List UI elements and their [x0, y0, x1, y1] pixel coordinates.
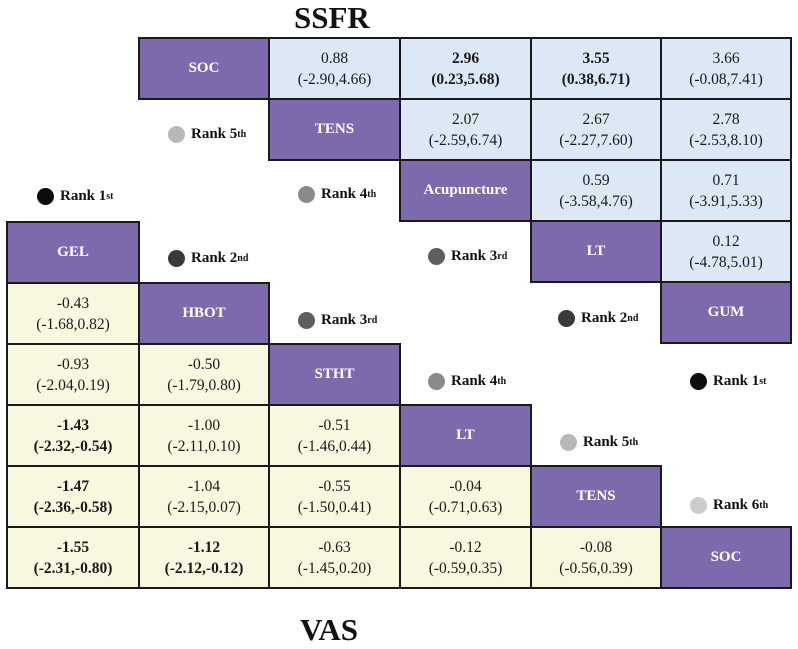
ssfr-cell-tens-acupuncture: 2.07 (-2.59,6.74): [399, 98, 532, 161]
vas-cell-tens-lt: -0.04 (-0.71,0.63): [399, 465, 532, 528]
vas-cell-tens-hbot: -1.04 (-2.15,0.07): [138, 465, 270, 528]
rank-dot-icon: [298, 312, 315, 329]
ssfr-cell-tens-lt: 2.67 (-2.27,7.60): [530, 98, 662, 161]
vas-cell-soc-tens: -0.08 (-0.56,0.39): [530, 526, 662, 589]
ssfr-cell-acupuncture-lt: 0.59 (-3.58,4.76): [530, 159, 662, 222]
ssfr-cell-lt-gum: 0.12 (-4.78,5.01): [660, 220, 792, 283]
vas-cell-stht-hbot: -0.50 (-1.79,0.80): [138, 343, 270, 406]
vas-diagonal-lt: LT: [399, 404, 532, 467]
vas-cell-soc-gel: -1.55 (-2.31,-0.80): [6, 526, 140, 589]
ssfr-diagonal-gum: GUM: [660, 281, 792, 344]
rank-dot-icon: [560, 434, 577, 451]
vas-cell-soc-hbot: -1.12 (-2.12,-0.12): [138, 526, 270, 589]
ssfr-cell-soc-gum: 3.66 (-0.08,7.41): [660, 37, 792, 100]
vas-cell-lt-gel: -1.43 (-2.32,-0.54): [6, 404, 140, 467]
vas-cell-lt-stht: -0.51 (-1.46,0.44): [268, 404, 401, 467]
rank-dot-icon: [428, 373, 445, 390]
vas-cell-tens-stht: -0.55 (-1.50,0.41): [268, 465, 401, 528]
ssfr-diagonal-tens: TENS: [268, 98, 401, 161]
ssfr-cell-soc-lt: 3.55 (0.38,6.71): [530, 37, 662, 100]
vas-diagonal-soc: SOC: [660, 526, 792, 589]
ssfr-cell-soc-acupuncture: 2.96 (0.23,5.68): [399, 37, 532, 100]
ssfr-cell-tens-gum: 2.78 (-2.53,8.10): [660, 98, 792, 161]
vas-diagonal-gel: GEL: [6, 221, 140, 284]
vas-cell-lt-hbot: -1.00 (-2.11,0.10): [138, 404, 270, 467]
rank-dot-icon: [558, 310, 575, 327]
ssfr-cell-acupuncture-gum: 0.71 (-3.91,5.33): [660, 159, 792, 222]
vas-diagonal-hbot: HBOT: [138, 282, 270, 345]
rank-dot-icon: [168, 126, 185, 143]
rank-dot-icon: [37, 188, 54, 205]
vas-diagonal-tens: TENS: [530, 465, 662, 528]
vas-cell-tens-gel: -1.47 (-2.36,-0.58): [6, 465, 140, 528]
vas-cell-hbot-gel: -0.43 (-1.68,0.82): [6, 282, 140, 345]
rank-dot-icon: [298, 186, 315, 203]
rank-dot-icon: [690, 497, 707, 514]
vas-title: VAS: [300, 612, 359, 647]
rank-dot-icon: [168, 250, 185, 267]
ssfr-diagonal-acupuncture: Acupuncture: [399, 159, 532, 222]
ssfr-diagonal-soc: SOC: [138, 37, 270, 100]
ssfr-cell-soc-tens: 0.88 (-2.90,4.66): [268, 37, 401, 100]
vas-diagonal-stht: STHT: [268, 343, 401, 406]
rank-dot-icon: [428, 248, 445, 265]
ssfr-diagonal-lt: LT: [530, 220, 662, 283]
ssfr-title: SSFR: [294, 0, 370, 35]
vas-cell-soc-lt: -0.12 (-0.59,0.35): [399, 526, 532, 589]
vas-cell-soc-stht: -0.63 (-1.45,0.20): [268, 526, 401, 589]
rank-dot-icon: [690, 373, 707, 390]
vas-cell-stht-gel: -0.93 (-2.04,0.19): [6, 343, 140, 406]
